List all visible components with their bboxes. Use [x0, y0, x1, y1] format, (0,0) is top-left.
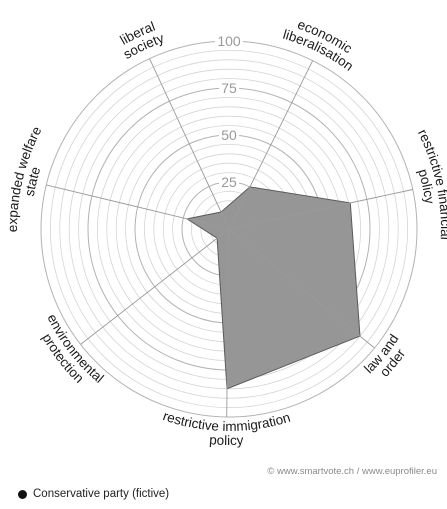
spoke — [80, 228, 230, 345]
legend-marker — [18, 489, 27, 499]
grid-ring — [49, 49, 409, 409]
tick-label-bg — [219, 127, 239, 143]
spoke — [228, 228, 375, 349]
series-polygon — [185, 186, 361, 390]
series-layer — [185, 186, 361, 390]
tick-label: 75 — [221, 80, 237, 96]
tick-label-bg — [219, 174, 239, 190]
source-credit: © www.smartvote.ch / www.euprofiler.eu — [267, 466, 437, 477]
tick-label-bg — [219, 80, 239, 96]
tick-label: 100 — [217, 33, 241, 49]
tick-label: 25 — [221, 174, 237, 190]
axis-label: policy — [209, 432, 244, 448]
tick-label-bg — [215, 33, 243, 49]
tick-labels: 25 50 75 100 — [215, 33, 243, 190]
spoke — [149, 58, 230, 230]
grid-ring — [59, 59, 399, 399]
spokes — [46, 58, 413, 418]
spoke — [226, 228, 230, 418]
axis-label-text: policy — [209, 432, 244, 448]
axis-label: state — [22, 165, 44, 197]
legend: Conservative party (fictive) — [18, 488, 169, 500]
tick-label: 50 — [221, 127, 237, 143]
axis-label-path — [31, 70, 111, 317]
spoke — [228, 189, 413, 230]
spoke — [228, 60, 314, 230]
axis-label-text: state — [22, 165, 44, 197]
axis-label-path — [50, 31, 281, 145]
legend-label: Conservative party (fictive) — [33, 488, 170, 500]
spoke — [46, 184, 230, 230]
grid-ring — [68, 68, 390, 390]
